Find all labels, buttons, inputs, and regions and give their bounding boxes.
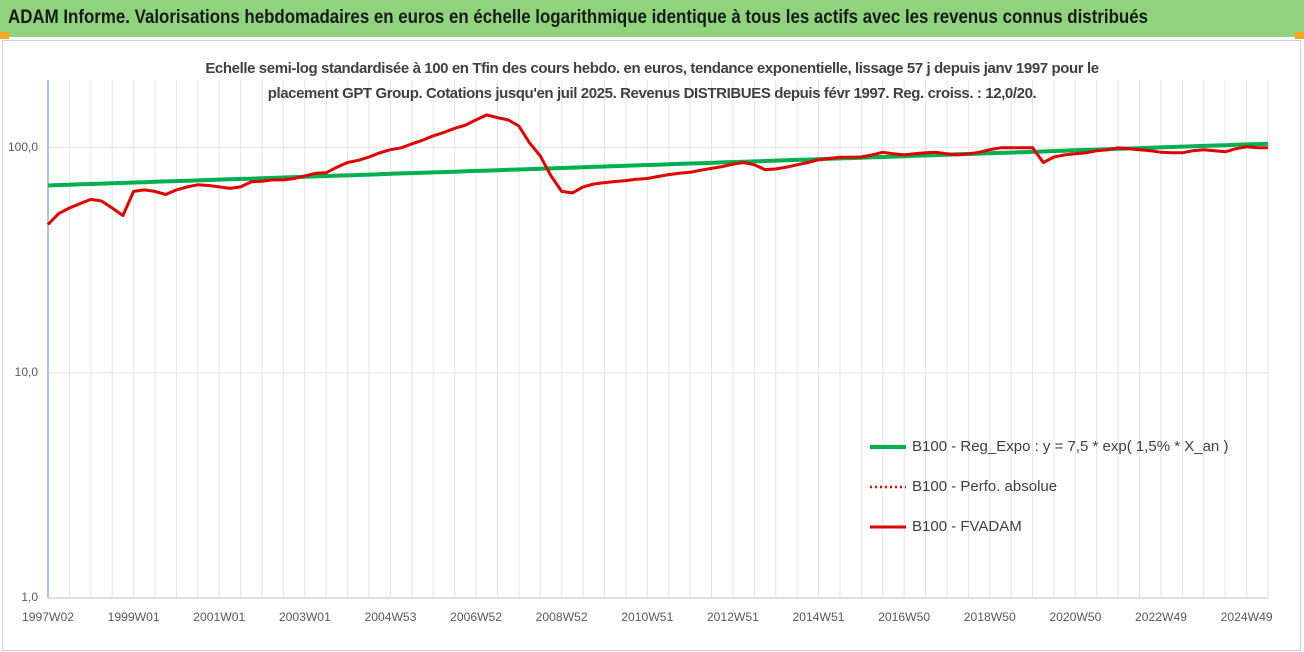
y-tick-label: 100,0 — [8, 140, 38, 154]
header-bar — [0, 0, 1304, 37]
x-tick-label: 2018W50 — [964, 610, 1016, 624]
x-tick-label: 1997W02 — [22, 610, 74, 624]
x-tick-label: 2014W51 — [793, 610, 845, 624]
x-tick-label: 2003W01 — [279, 610, 331, 624]
y-tick-label: 10,0 — [15, 365, 39, 379]
y-tick-label: 1,0 — [21, 590, 38, 604]
x-tick-label: 2008W52 — [536, 610, 588, 624]
legend-label: B100 - Perfo. absolue — [912, 478, 1057, 495]
x-tick-label: 2024W49 — [1221, 610, 1273, 624]
legend-label: B100 - Reg_Expo : y = 7,5 * exp( 1,5% * … — [912, 438, 1228, 455]
corner-mark — [1295, 32, 1304, 39]
x-tick-label: 2010W51 — [621, 610, 673, 624]
series-line — [46, 113, 1268, 226]
x-tick-label: 2006W52 — [450, 610, 502, 624]
x-tick-label: 2022W49 — [1135, 610, 1187, 624]
chart-frame — [2, 40, 1301, 651]
x-tick-label: 2004W53 — [364, 610, 416, 624]
corner-mark — [0, 32, 9, 39]
x-tick-label: 2012W51 — [707, 610, 759, 624]
page-title: ADAM Informe. Valorisations hebdomadaire… — [8, 7, 1148, 28]
chart-title: Echelle semi-log standardisée à 100 en T… — [205, 60, 1099, 102]
series-line — [47, 141, 1269, 188]
x-tick-label: 2020W50 — [1049, 610, 1101, 624]
x-tick-label: 1999W01 — [108, 610, 160, 624]
x-tick-label: 2016W50 — [878, 610, 930, 624]
x-tick-label: 2001W01 — [193, 610, 245, 624]
legend-label: B100 - FVADAM — [912, 518, 1022, 535]
